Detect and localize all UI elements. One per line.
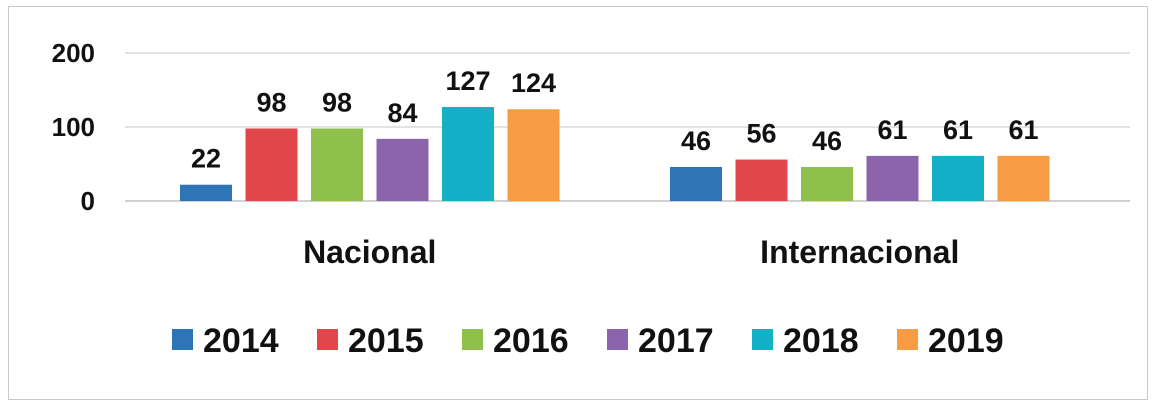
bar	[245, 128, 298, 201]
data-label: 61	[943, 115, 973, 145]
data-label: 98	[322, 87, 352, 117]
legend-swatch	[752, 329, 773, 350]
legend-label: 2019	[928, 322, 1004, 360]
y-axis: 0 100 200	[52, 38, 95, 216]
bar	[376, 138, 429, 201]
data-label: 61	[877, 115, 907, 145]
legend-item: 2019	[897, 322, 1004, 360]
bar	[735, 159, 788, 201]
legend-swatch	[317, 329, 338, 350]
data-label: 56	[746, 119, 776, 149]
y-tick-label: 100	[52, 112, 95, 142]
bar	[997, 155, 1050, 201]
bar	[801, 166, 853, 201]
legend-item: 2017	[607, 322, 714, 360]
category-labels: Nacional Internacional	[303, 234, 959, 270]
legend-swatch	[462, 329, 483, 350]
y-tick-label: 200	[52, 38, 95, 68]
bar	[670, 166, 722, 201]
bar	[442, 107, 494, 201]
data-labels: 22 98 98 84 127 124 46 56 46 61 61 61	[191, 66, 1039, 174]
data-label: 84	[387, 98, 417, 128]
legend-swatch	[172, 329, 193, 350]
y-tick-label: 0	[81, 186, 95, 216]
x-category-label: Internacional	[760, 234, 959, 270]
legend-label: 2018	[783, 322, 859, 360]
legend: 2014 2015 2016 2017 2018 2019	[172, 322, 1004, 360]
data-label: 124	[511, 68, 556, 98]
data-label: 98	[256, 87, 286, 117]
legend-swatch	[897, 329, 918, 350]
legend-item: 2016	[462, 322, 569, 360]
legend-label: 2017	[638, 322, 714, 360]
data-label: 127	[445, 66, 490, 96]
chart-frame	[8, 6, 1148, 400]
x-category-label: Nacional	[303, 234, 436, 270]
legend-item: 2015	[317, 322, 424, 360]
legend-label: 2014	[203, 322, 279, 360]
bar	[311, 128, 363, 201]
data-label: 61	[1008, 115, 1038, 145]
bars	[180, 107, 1050, 201]
bar	[932, 155, 984, 201]
legend-label: 2015	[348, 322, 424, 360]
legend-item: 2018	[752, 322, 859, 360]
legend-item: 2014	[172, 322, 279, 360]
bar	[180, 184, 232, 201]
data-label: 46	[681, 126, 711, 156]
bar	[866, 155, 919, 201]
data-label: 22	[191, 144, 221, 174]
legend-label: 2016	[493, 322, 569, 360]
legend-swatch	[607, 329, 628, 350]
bar	[507, 109, 560, 201]
data-label: 46	[812, 126, 842, 156]
